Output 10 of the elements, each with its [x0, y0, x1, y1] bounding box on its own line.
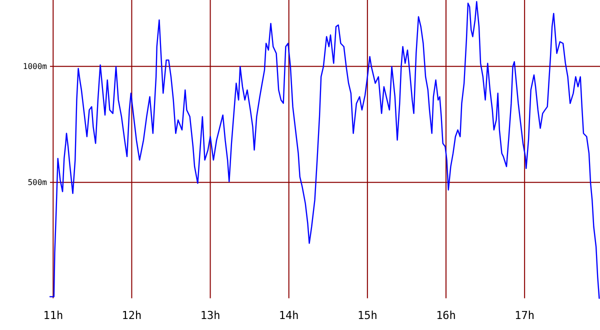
x-tick-label: 16h	[436, 309, 456, 322]
y-tick-label: 500m	[28, 178, 48, 188]
x-tick-label: 17h	[514, 309, 535, 322]
x-tick-label: 15h	[357, 309, 378, 322]
x-tick-label: 14h	[278, 309, 299, 322]
y-tick-label: 1000m	[22, 62, 48, 72]
x-tick-label: 13h	[200, 309, 220, 322]
line-series	[49, 1, 600, 299]
x-tick-label: 11h	[43, 309, 64, 322]
x-tick-label: 12h	[122, 309, 142, 322]
